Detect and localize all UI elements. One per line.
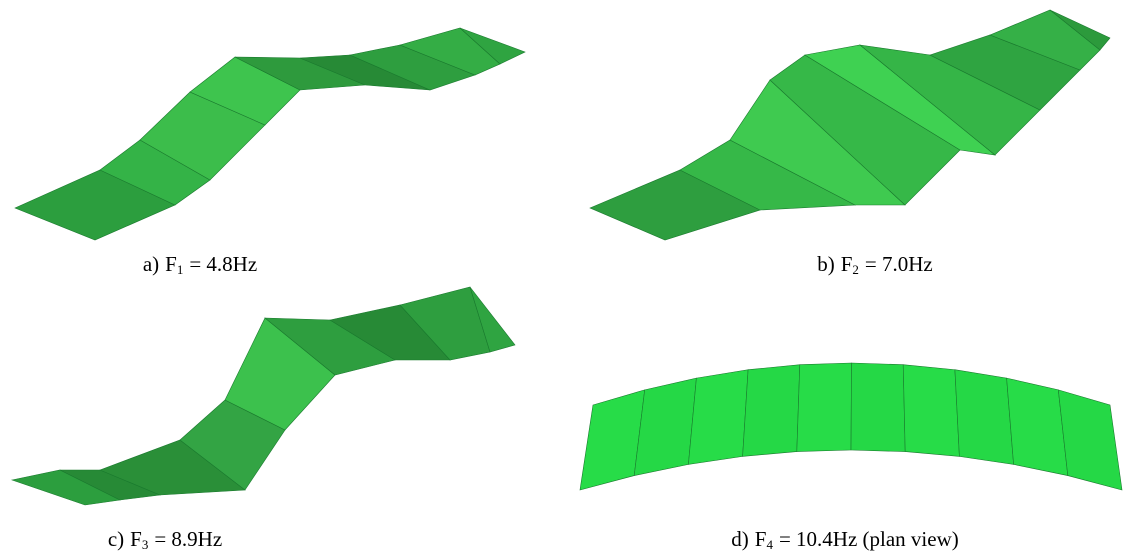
panel-d-segment xyxy=(796,362,852,452)
panel-d-segment xyxy=(902,364,960,457)
subscript: 1 xyxy=(176,262,184,277)
panel-a-segment xyxy=(459,27,526,65)
caption-text: = 10.4Hz (plan view) xyxy=(778,527,959,551)
caption: c) F3 = 8.9Hz xyxy=(108,527,222,553)
caption-label: b) xyxy=(817,252,835,276)
caption-text: = 7.0Hz xyxy=(864,252,933,276)
symbol: F xyxy=(165,252,177,276)
caption-text: = 8.9Hz xyxy=(154,527,223,551)
panel-d-segment xyxy=(850,362,906,452)
caption: a) F1 = 4.8Hz xyxy=(143,252,257,278)
caption: b) F2 = 7.0Hz xyxy=(817,252,933,278)
panel-b-segment xyxy=(1049,9,1111,51)
caption-label: a) xyxy=(142,252,160,276)
symbol: F xyxy=(840,252,853,276)
panel-d-segment xyxy=(1057,389,1123,491)
panel-c-segment xyxy=(469,286,516,353)
symbol: F xyxy=(130,527,142,551)
caption-label: c) xyxy=(107,527,125,551)
subscript: 3 xyxy=(141,537,149,552)
subscript: 4 xyxy=(766,537,773,552)
subscript: 2 xyxy=(852,262,859,277)
symbol: F xyxy=(754,527,767,551)
panel-d-segment xyxy=(742,364,801,457)
caption-label: d) xyxy=(731,527,749,551)
panel-d-segment xyxy=(688,369,749,465)
caption-text: = 4.8Hz xyxy=(189,252,258,276)
panel-d-segment xyxy=(954,369,1014,465)
caption: d) F4 = 10.4Hz (plan view) xyxy=(731,527,958,553)
